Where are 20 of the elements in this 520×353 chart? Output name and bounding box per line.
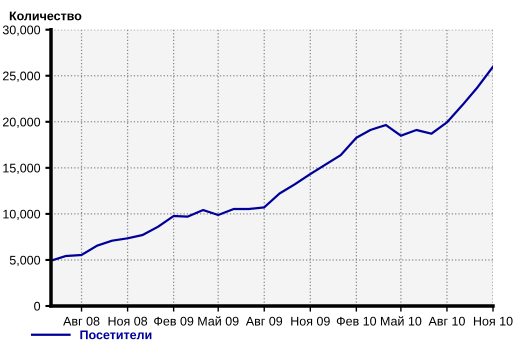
- y-axis-title: Количество: [10, 12, 82, 20]
- x-tick-label: Авг 10: [428, 316, 465, 326]
- y-tick-label: 10,000: [3, 210, 40, 220]
- line-series: [51, 66, 493, 262]
- x-tick-label: Ноя 09: [291, 316, 330, 326]
- x-tick-label: Фев 10: [336, 316, 376, 326]
- y-tick-label: 30,000: [2, 26, 40, 36]
- x-tick-label: Ноя 10: [474, 316, 513, 326]
- y-tick-label: 5,000: [10, 256, 40, 266]
- x-tick-label: Авг 08: [63, 316, 100, 326]
- x-tick-label: Май 09: [198, 316, 239, 326]
- x-tick-label: Ноя 08: [108, 316, 148, 326]
- y-tick-label: 25,000: [2, 72, 40, 82]
- y-tick-label: 0: [34, 302, 40, 311]
- x-tick-label: Авг 09: [246, 316, 282, 326]
- x-tick-label: Фев 09: [154, 316, 194, 326]
- y-tick-label: 20,000: [2, 118, 40, 128]
- x-tick-label: Май 10: [380, 316, 422, 326]
- legend-label: Посетители: [80, 330, 152, 340]
- y-tick-label: 15,000: [3, 164, 40, 174]
